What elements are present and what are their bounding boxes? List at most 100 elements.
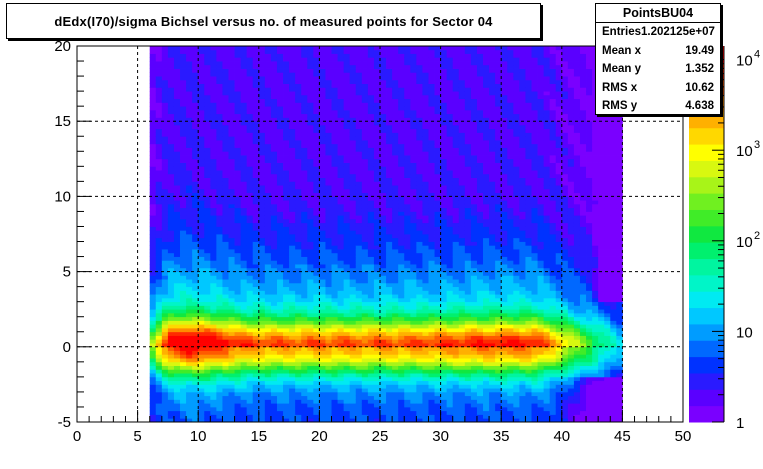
heatmap-cell bbox=[325, 79, 332, 84]
heatmap-cell bbox=[198, 72, 205, 77]
heatmap-cell bbox=[167, 399, 175, 404]
heatmap-cell bbox=[446, 373, 454, 378]
heatmap-cell bbox=[343, 346, 351, 351]
heatmap-cell bbox=[434, 46, 441, 51]
heatmap-cell bbox=[343, 124, 351, 130]
heatmap-cell bbox=[228, 170, 235, 175]
heatmap-cell bbox=[283, 49, 290, 54]
heatmap-cell bbox=[325, 109, 332, 115]
heatmap-cell bbox=[289, 320, 296, 325]
heatmap-cell bbox=[270, 98, 278, 103]
heatmap-cell bbox=[398, 324, 405, 329]
heatmap-cell bbox=[428, 117, 435, 122]
heatmap-cell bbox=[228, 328, 235, 333]
heatmap-cell bbox=[270, 109, 278, 115]
heatmap-cell bbox=[216, 286, 223, 291]
heatmap-cell bbox=[222, 301, 229, 306]
heatmap-cell bbox=[337, 57, 345, 62]
heatmap-cell bbox=[446, 83, 454, 88]
heatmap-cell bbox=[319, 324, 326, 329]
heatmap-cell bbox=[252, 414, 260, 419]
heatmap-cell bbox=[222, 147, 229, 152]
heatmap-cell bbox=[446, 230, 454, 235]
heatmap-cell bbox=[313, 207, 320, 212]
heatmap-cell bbox=[289, 403, 296, 408]
heatmap-cell bbox=[398, 102, 405, 107]
heatmap-cell bbox=[228, 294, 235, 299]
heatmap-cell bbox=[204, 143, 211, 148]
heatmap-cell bbox=[210, 147, 217, 152]
heatmap-cell bbox=[355, 72, 363, 77]
heatmap-cell bbox=[167, 188, 175, 194]
heatmap-cell bbox=[276, 203, 284, 209]
heatmap-cell bbox=[398, 151, 405, 156]
heatmap-cell bbox=[295, 331, 302, 336]
heatmap-cell bbox=[440, 403, 448, 408]
heatmap-cell bbox=[198, 399, 205, 404]
heatmap-cell bbox=[434, 286, 441, 291]
heatmap-cell bbox=[434, 410, 441, 415]
heatmap-cell bbox=[198, 301, 205, 306]
heatmap-cell bbox=[210, 132, 217, 137]
heatmap-cell bbox=[434, 406, 441, 412]
heatmap-cell bbox=[337, 376, 345, 382]
heatmap-cell bbox=[161, 155, 169, 160]
heatmap-cell bbox=[434, 218, 441, 224]
heatmap-cell bbox=[301, 222, 308, 227]
heatmap-cell bbox=[349, 117, 357, 122]
heatmap-cell bbox=[246, 53, 254, 58]
heatmap-cell bbox=[416, 249, 423, 254]
heatmap-cell bbox=[192, 46, 199, 51]
heatmap-cell bbox=[440, 136, 448, 141]
heatmap-cell bbox=[252, 102, 260, 107]
heatmap-cell bbox=[301, 365, 308, 370]
heatmap-cell bbox=[325, 279, 332, 284]
heatmap-cell bbox=[349, 83, 357, 88]
heatmap-cell bbox=[428, 188, 435, 194]
heatmap-cell bbox=[228, 361, 235, 366]
heatmap-cell bbox=[355, 218, 363, 224]
heatmap-cell bbox=[380, 399, 387, 404]
heatmap-cell bbox=[422, 64, 429, 69]
heatmap-cell bbox=[313, 256, 320, 261]
heatmap-cell bbox=[440, 388, 448, 393]
heatmap-cell bbox=[416, 143, 423, 148]
heatmap-cell bbox=[325, 237, 332, 242]
heatmap-cell bbox=[173, 155, 181, 160]
heatmap-cell bbox=[398, 391, 405, 397]
heatmap-cell bbox=[373, 117, 381, 122]
heatmap-cell bbox=[155, 215, 163, 220]
heatmap-cell bbox=[234, 170, 242, 175]
heatmap-cell bbox=[204, 358, 211, 363]
heatmap-cell bbox=[289, 196, 296, 201]
heatmap-cell bbox=[410, 109, 417, 115]
heatmap-cell bbox=[373, 185, 381, 190]
heatmap-cell bbox=[289, 339, 296, 344]
heatmap-cell bbox=[428, 49, 435, 54]
heatmap-cell bbox=[355, 230, 363, 235]
heatmap-cell bbox=[325, 49, 332, 54]
heatmap-cell bbox=[301, 166, 308, 171]
heatmap-cell bbox=[264, 46, 272, 51]
heatmap-cell bbox=[264, 124, 272, 130]
heatmap-cell bbox=[349, 91, 357, 96]
heatmap-cell bbox=[422, 414, 429, 419]
heatmap-cell bbox=[289, 350, 296, 355]
heatmap-cell bbox=[343, 155, 351, 160]
heatmap-cell bbox=[392, 324, 399, 329]
heatmap-cell bbox=[186, 181, 193, 186]
heatmap-cell bbox=[155, 365, 163, 370]
heatmap-cell bbox=[258, 226, 266, 231]
heatmap-cell bbox=[258, 410, 266, 415]
heatmap-cell bbox=[301, 177, 308, 182]
heatmap-cell bbox=[386, 79, 393, 84]
heatmap-cell bbox=[204, 68, 211, 73]
heatmap-cell bbox=[398, 200, 405, 205]
heatmap-cell bbox=[246, 343, 254, 348]
heatmap-cell bbox=[325, 158, 332, 163]
heatmap-cell bbox=[446, 121, 454, 126]
heatmap-cell bbox=[246, 256, 254, 261]
heatmap-cell bbox=[216, 68, 223, 73]
heatmap-cell bbox=[295, 53, 302, 58]
heatmap-cell bbox=[222, 177, 229, 182]
